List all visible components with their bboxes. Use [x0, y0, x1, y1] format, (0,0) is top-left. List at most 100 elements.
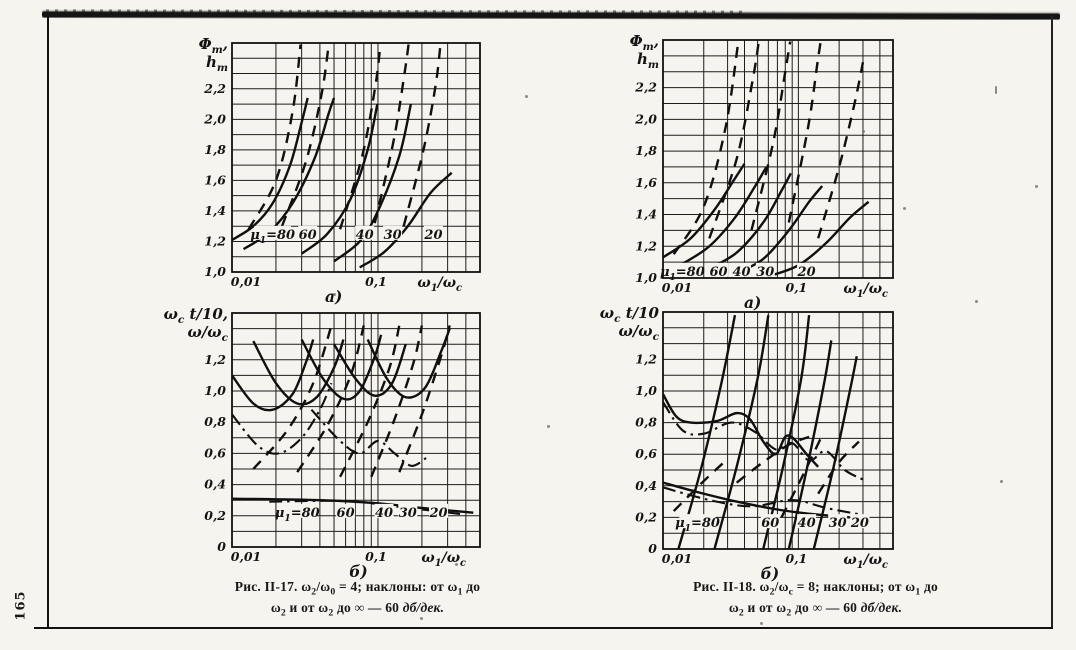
curve-low-dashdot	[663, 486, 860, 516]
y-tick-label: 0,2	[204, 508, 226, 523]
figure-caption-ii-17: Рис. II-17. ω2/ω0 = 4; наклоны: от ω1 до…	[160, 579, 555, 621]
mu-label-bg	[383, 225, 403, 240]
curve-mu40-dashed	[750, 41, 792, 231]
scan-speck	[525, 95, 528, 98]
page-frame-right	[1051, 16, 1053, 629]
curve-mu80-solid	[232, 97, 309, 241]
chart-sublabel: а)	[325, 287, 342, 306]
mu-label: μ1=80	[675, 516, 720, 534]
y-tick-label: 0	[648, 541, 657, 556]
mu-label: 20	[850, 516, 869, 531]
y-tick-label: 2,2	[203, 81, 226, 96]
y-tick-label: 2,0	[203, 111, 226, 126]
plot-border	[662, 311, 894, 550]
y-axis-label: Φm,	[199, 35, 228, 56]
curve-mu40-dashed	[338, 44, 382, 230]
curve-t-mu20-solid	[812, 356, 858, 549]
scan-edge-band	[41, 11, 1061, 20]
mu-label: μ1=80	[275, 506, 320, 524]
y-axis-label: hm	[637, 50, 659, 71]
curve-mu80-dashed	[247, 44, 302, 230]
mu-label-bg	[850, 514, 870, 529]
x-tick-label: 0,1	[786, 551, 808, 566]
y-tick-label: 1,8	[204, 142, 226, 157]
x-tick-label: 0,1	[786, 280, 808, 295]
figure-caption-ii-18: Рис. II-18. ω2/ωc = 8; наклоны; от ω1 до…	[618, 579, 1013, 621]
curve-mu20-solid	[767, 200, 870, 278]
y-tick-label: 1,2	[204, 233, 226, 248]
scan-speck	[1035, 185, 1038, 188]
y-tick-label: 0,6	[635, 446, 657, 461]
scan-speck	[333, 293, 336, 296]
curve-t-mu60-dashed	[296, 325, 365, 473]
y-tick-label: 0,2	[635, 509, 657, 524]
curve-mu30-solid	[333, 103, 413, 263]
scan-speck	[1000, 480, 1003, 483]
page-frame-left	[47, 16, 49, 629]
curve-omega-mu80-solid	[232, 339, 315, 412]
mu-label-bg	[679, 514, 716, 529]
chart-sublabel: б)	[761, 564, 780, 583]
plot-border	[231, 42, 481, 273]
caption-line-2: ω2 и от ω2 до ∞ — 60 дб/дек.	[270, 600, 445, 619]
mu-label-bg	[279, 503, 316, 518]
y-axis-label: hm	[206, 53, 228, 74]
mu-label: 30	[756, 265, 774, 280]
y-axis-label: ω/ωc	[188, 323, 229, 344]
y-tick-label: 1,0	[204, 383, 226, 398]
y-tick-label: 1,0	[635, 383, 657, 398]
curve-mu30-dashed	[373, 44, 410, 224]
x-axis-label: ω1/ωc	[843, 552, 888, 571]
y-tick-label: 1,8	[635, 143, 657, 158]
y-tick-label: 0,6	[204, 445, 226, 460]
page-number: 165	[13, 590, 29, 621]
x-tick-label: 0,1	[365, 549, 387, 564]
mu-label: 20	[428, 506, 447, 521]
curve-omega-wavy-solid	[663, 393, 820, 468]
caption-line-1: Рис. II-17. ω2/ω0 = 4; наклоны: от ω1 до	[234, 579, 481, 598]
curve-mu40-solid	[708, 172, 792, 270]
x-tick-label: 0,01	[662, 280, 692, 295]
y-tick-label: 1,0	[204, 264, 226, 279]
mu-label-bg	[298, 225, 318, 240]
x-axis-label: ω1/ωc	[417, 275, 462, 294]
scan-speck	[903, 207, 906, 210]
mu-label-bg	[398, 503, 418, 518]
scan-speck	[760, 622, 763, 625]
y-tick-label: 0,8	[635, 415, 657, 430]
mu-label: 40	[732, 265, 750, 280]
curve-mu60-dashed	[280, 44, 330, 227]
y-tick-label: 1,6	[635, 175, 657, 190]
curve-omega-low-dashdot-1	[232, 382, 333, 455]
mu-label-bg	[429, 503, 449, 518]
x-axis-label: ω1/ωc	[421, 550, 466, 569]
plot-border	[662, 39, 894, 279]
curve-riser-dashed-4	[817, 440, 860, 495]
caption-line-2: ω2 и от ω2 до ∞ — 60 дб/дек.	[728, 600, 903, 619]
curve-mu20-solid	[359, 171, 453, 269]
mu-label-bg	[336, 503, 356, 518]
mu-label: 20	[423, 228, 442, 243]
x-tick-label: 0,01	[231, 549, 261, 564]
mu-label-bg	[355, 225, 375, 240]
curve-mu40-solid	[300, 103, 379, 255]
curve-mu80-solid	[663, 163, 746, 259]
curve-omega-mu60-solid	[252, 339, 345, 406]
curve-omega-mu20-solid	[366, 328, 451, 399]
y-tick-label: 1,4	[635, 207, 657, 222]
mu-label-bg	[797, 514, 817, 529]
chart-sublabel: а)	[744, 293, 761, 312]
y-tick-label: 1,2	[204, 352, 226, 367]
page-frame-bottom	[34, 627, 1053, 629]
mu-label: 60	[337, 506, 355, 521]
mu-label-bg	[664, 262, 701, 277]
x-tick-label: 0,1	[365, 274, 387, 289]
mu-label-bg	[423, 225, 443, 240]
y-axis-label: ωc t/10	[600, 304, 660, 325]
mu-label: 40	[375, 506, 393, 521]
curve-omega-wavy-dashdot	[663, 401, 864, 481]
mu-label-bg	[828, 514, 848, 529]
mu-label-bg	[708, 262, 728, 277]
